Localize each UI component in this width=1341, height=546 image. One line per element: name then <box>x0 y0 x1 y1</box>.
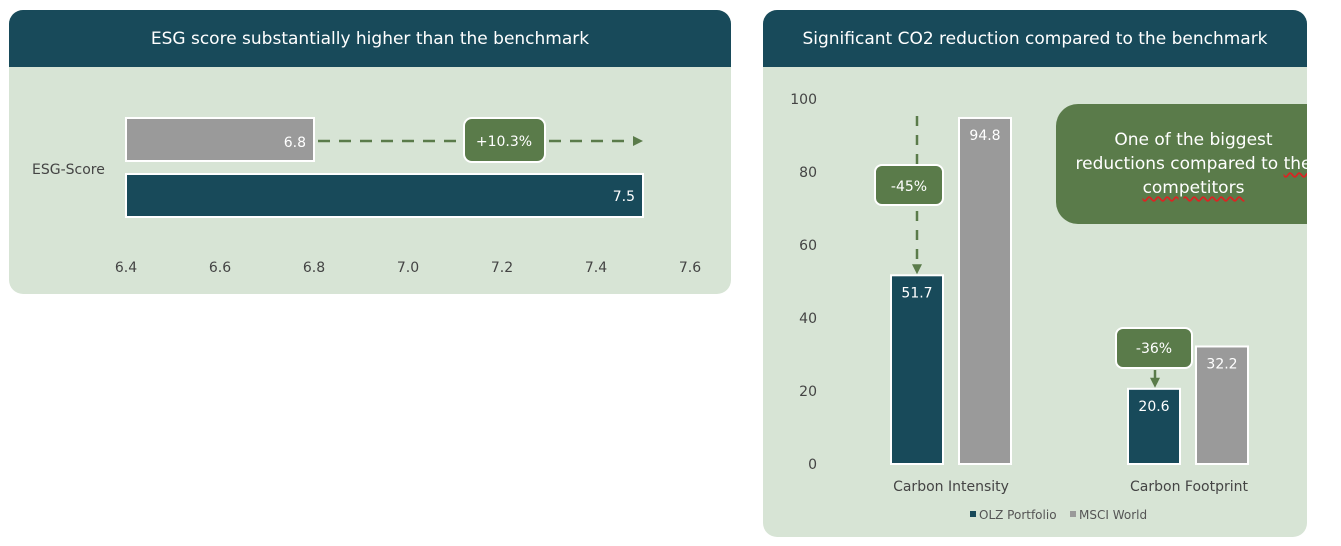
esg-bar-portfolio <box>125 173 644 218</box>
co2-label-1-0: 20.6 <box>1138 399 1169 415</box>
co2-annotation-box-1 <box>874 164 944 206</box>
co2-bar-0-0 <box>890 274 944 466</box>
co2-label-1-1: 32.2 <box>1206 356 1237 372</box>
co2-annotation-text-1: -45% <box>891 179 927 195</box>
co2-label-0-1: 94.8 <box>969 128 1000 144</box>
esg-label-portfolio: 7.5 <box>613 189 635 205</box>
esg-chart: ESG-Score 6.8 7.5 +10.3% 6.4 6.6 6.8 7.0 7.2 7.4 7… <box>32 117 701 276</box>
esg-bar-benchmark <box>125 117 315 162</box>
co2-tick-0: 0 <box>808 457 817 473</box>
esg-tick-1: 6.6 <box>209 260 231 276</box>
co2-category-0: Carbon Intensity <box>893 479 1009 495</box>
co2-category-1: Carbon Footprint <box>1130 479 1248 495</box>
reduction-callout: One of the biggest reductions compared t… <box>1056 104 1307 224</box>
legend-label-olz: OLZ Portfolio <box>979 508 1057 522</box>
esg-annotation-text: +10.3% <box>476 134 532 150</box>
co2-label-0-0: 51.7 <box>901 285 932 301</box>
esg-category-label: ESG-Score <box>32 162 105 178</box>
co2-annotation-box-2 <box>1115 327 1193 369</box>
callout-line-3: competitors <box>1142 178 1245 198</box>
legend-swatch-olz <box>970 511 976 517</box>
co2-arrow-head-1 <box>912 264 922 275</box>
co2-chart: 0 20 40 60 80 100 51.7 94.8 Carbon Intensity 20.6… <box>790 92 1249 522</box>
esg-tick-3: 7.0 <box>397 260 419 276</box>
callout-line-1: One of the biggest <box>1114 130 1273 150</box>
co2-tick-5: 100 <box>790 92 817 108</box>
co2-arrow-head-2 <box>1150 377 1160 388</box>
co2-bar-0-1 <box>958 116 1012 465</box>
legend-label-msci: MSCI World <box>1079 508 1147 522</box>
esg-arrow-head <box>633 136 643 146</box>
co2-annotation-text-2: -36% <box>1136 341 1172 357</box>
co2-tick-4: 80 <box>799 165 817 181</box>
legend-swatch-msci <box>1070 511 1076 517</box>
co2-bar-1-1 <box>1195 345 1249 465</box>
co2-tick-1: 20 <box>799 384 817 400</box>
esg-panel: ESG score substantially higher than the … <box>9 10 731 294</box>
co2-tick-3: 60 <box>799 238 817 254</box>
co2-bar-1-0 <box>1127 387 1181 465</box>
esg-label-benchmark: 6.8 <box>284 135 306 151</box>
callout-line-2: reductions compared to the <box>1076 152 1308 176</box>
esg-annotation-box <box>463 117 546 163</box>
esg-tick-4: 7.2 <box>491 260 513 276</box>
co2-tick-2: 40 <box>799 311 817 327</box>
callout-line-2-the: the <box>1283 154 1307 174</box>
esg-tick-6: 7.6 <box>679 260 701 276</box>
co2-panel-title: Significant CO2 reduction compared to th… <box>763 10 1307 67</box>
esg-tick-0: 6.4 <box>115 260 137 276</box>
co2-panel: Significant CO2 reduction compared to th… <box>763 10 1307 537</box>
esg-tick-5: 7.4 <box>585 260 607 276</box>
callout-line-2-text: reductions compared to <box>1075 154 1279 174</box>
esg-panel-title: ESG score substantially higher than the … <box>9 10 731 67</box>
esg-tick-2: 6.8 <box>303 260 325 276</box>
